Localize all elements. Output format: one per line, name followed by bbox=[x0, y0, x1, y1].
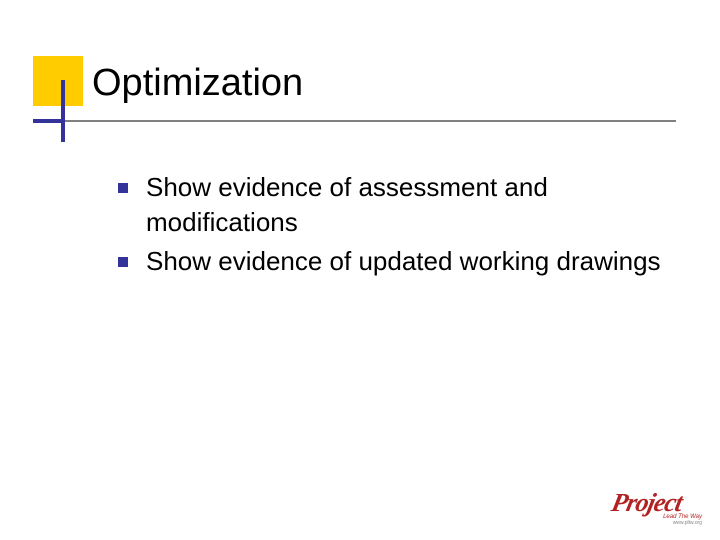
logo: Project Lead The Way www.pltw.org bbox=[612, 488, 702, 526]
square-bullet-icon bbox=[118, 257, 128, 267]
bullet-item: Show evidence of updated working drawing… bbox=[118, 244, 678, 279]
accent-yellow-block bbox=[33, 56, 83, 106]
accent-purple-vertical bbox=[61, 80, 65, 142]
bullet-text: Show evidence of updated working drawing… bbox=[146, 244, 661, 279]
title-underline bbox=[36, 120, 676, 122]
slide-title: Optimization bbox=[92, 62, 303, 105]
body-content: Show evidence of assessment and modifica… bbox=[118, 170, 678, 283]
bullet-text: Show evidence of assessment and modifica… bbox=[146, 170, 678, 240]
title-container: Optimization bbox=[92, 62, 303, 105]
bullet-item: Show evidence of assessment and modifica… bbox=[118, 170, 678, 240]
logo-url: www.pltw.org bbox=[673, 520, 702, 526]
square-bullet-icon bbox=[118, 183, 128, 193]
